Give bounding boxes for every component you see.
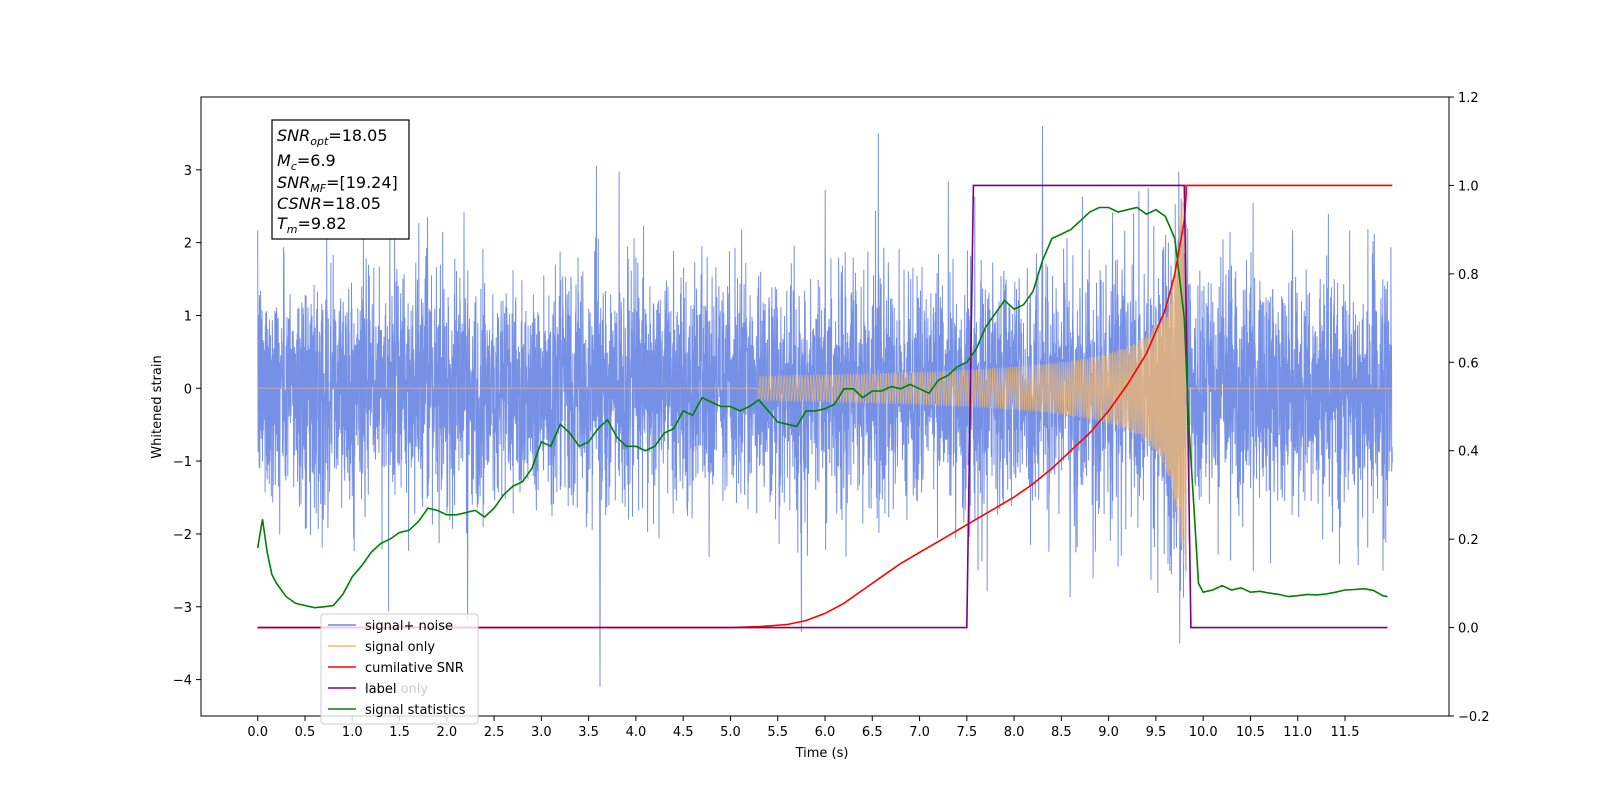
y-tick-label: −2 [173, 528, 192, 543]
series-label [257, 184, 1388, 629]
y2-tick-label: 0.6 [1458, 356, 1479, 371]
x-tick-label: 6.5 [862, 725, 883, 740]
annotation-line-snr-opt: SNRopt=18.05 [277, 126, 388, 148]
x-tick-label: 8.5 [1051, 725, 1072, 740]
x-tick-label: 10.5 [1236, 725, 1265, 740]
y2-tick-label: 0.8 [1458, 268, 1479, 283]
plot-area [256, 126, 1393, 687]
x-tick-label: 1.0 [342, 725, 363, 740]
y-axis-right: 1.2 1.0 0.8 0.6 0.4 0.2 0.0 −0.2 [1449, 91, 1490, 725]
x-tick-label: 2.5 [484, 725, 505, 740]
annotation-line-tm: Tm=9.82 [277, 214, 347, 236]
x-axis: 0.0 0.5 1.0 1.5 2.0 2.5 3.0 3.5 4.0 4.5 5.0 5.5 6.0 6… [247, 716, 1359, 740]
series-cumulative-snr [257, 184, 1393, 629]
annotation-box: SNRopt=18.05 Mc=6.9 SNRMF=[19.24] CSNR=1… [271, 119, 410, 240]
x-tick-label: 6.0 [815, 725, 836, 740]
x-tick-label: 9.0 [1098, 725, 1119, 740]
x-tick-label: 2.0 [436, 725, 457, 740]
series-signal-plus-noise [257, 126, 1393, 687]
legend-label-signal-only: signal only [365, 640, 435, 655]
y-tick-label: 3 [184, 164, 192, 179]
y-tick-label: 2 [184, 237, 192, 252]
legend-label-signal-plus-noise: signal+ noise [365, 619, 453, 634]
legend: signal+ noise signal only cumilative SNR… [320, 613, 479, 725]
annotation-line-snr-mf: SNRMF=[19.24] [277, 173, 398, 195]
x-tick-label: 9.5 [1146, 725, 1167, 740]
annotation-line-csnr: CSNR=18.05 [277, 194, 381, 213]
x-tick-label: 11.0 [1283, 725, 1312, 740]
legend-label-cumulative-snr: cumilative SNR [365, 661, 464, 676]
series-signal-statistics [256, 206, 1388, 609]
x-tick-label: 5.5 [767, 725, 788, 740]
y-tick-label: −3 [173, 601, 192, 616]
legend-frame [320, 613, 479, 725]
x-tick-label: 8.0 [1004, 725, 1025, 740]
x-tick-label: 3.5 [578, 725, 599, 740]
annotation-frame [271, 119, 410, 240]
x-tick-label: 1.5 [389, 725, 410, 740]
y-axis-left: 3 2 1 0 −1 −2 −3 −4 [173, 164, 201, 689]
annotation-line-mc: Mc=6.9 [277, 151, 336, 173]
y-tick-label: −4 [173, 674, 192, 689]
x-tick-label: 7.5 [956, 725, 977, 740]
legend-label-label-only: label only [365, 682, 428, 697]
x-tick-label: 5.0 [720, 725, 741, 740]
x-tick-label: 11.5 [1331, 725, 1360, 740]
y-tick-label: −1 [173, 455, 192, 470]
y-axis-label: Whitened strain [150, 355, 165, 458]
x-tick-label: 4.0 [626, 725, 647, 740]
y2-tick-label: 1.0 [1458, 179, 1479, 194]
y-tick-label: 1 [184, 309, 192, 324]
x-tick-label: 7.0 [909, 725, 930, 740]
x-axis-label: Time (s) [795, 746, 849, 761]
x-tick-label: 0.5 [295, 725, 316, 740]
x-tick-label: 10.0 [1189, 725, 1218, 740]
y2-tick-label: 1.2 [1458, 91, 1479, 106]
y-tick-label: 0 [184, 382, 192, 397]
legend-label-label: label [365, 682, 396, 697]
y2-tick-label: 0.4 [1458, 445, 1479, 460]
legend-label-signal-statistics: signal statistics [365, 703, 466, 718]
y2-tick-label: 0.0 [1458, 622, 1479, 637]
x-tick-label: 4.5 [673, 725, 694, 740]
y2-tick-label: −0.2 [1458, 710, 1490, 725]
x-tick-label: 3.0 [531, 725, 552, 740]
series-signal-only [257, 200, 1393, 578]
y2-tick-label: 0.2 [1458, 533, 1479, 548]
x-tick-label: 0.0 [247, 725, 268, 740]
